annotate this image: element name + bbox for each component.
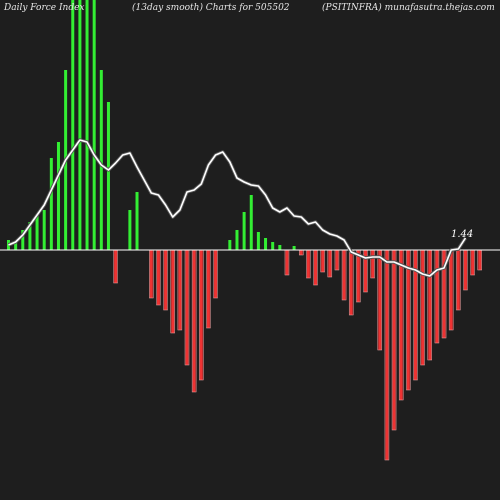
positive-bar: [128, 210, 132, 250]
negative-bar: [328, 250, 332, 277]
negative-bar: [149, 250, 153, 298]
positive-bar: [256, 232, 260, 250]
positive-bar: [106, 102, 110, 250]
negative-bar: [399, 250, 403, 400]
negative-bar: [413, 250, 417, 380]
negative-bar: [306, 250, 310, 278]
positive-bar: [71, 0, 75, 250]
negative-bar: [356, 250, 360, 302]
smooth-line-shadow: [7, 138, 467, 278]
header-middle: (13day smooth) Charts for 505502: [132, 2, 290, 13]
negative-bar: [185, 250, 189, 365]
positive-bar: [56, 142, 60, 250]
positive-bar: [242, 212, 246, 250]
negative-bar: [164, 250, 168, 310]
negative-bar: [214, 250, 218, 298]
negative-bar: [392, 250, 396, 430]
positive-bar: [99, 70, 103, 250]
negative-bar: [378, 250, 382, 350]
negative-bar: [285, 250, 289, 275]
negative-bar: [314, 250, 318, 285]
negative-bar: [442, 250, 446, 338]
positive-bar: [49, 158, 53, 250]
negative-bar: [406, 250, 410, 390]
positive-bar: [92, 0, 96, 250]
negative-bar: [463, 250, 467, 290]
header-right: (PSITINFRA) munafasutra.thejas.com: [322, 2, 495, 13]
negative-bar: [342, 250, 346, 300]
positive-bar: [235, 230, 239, 250]
negative-bar: [349, 250, 353, 315]
negative-bar: [192, 250, 196, 392]
negative-bar: [156, 250, 160, 305]
positive-bar: [135, 192, 139, 250]
bar-series: [7, 0, 482, 461]
negative-bar: [435, 250, 439, 343]
positive-bar: [21, 230, 25, 250]
negative-bar: [206, 250, 210, 328]
positive-bar: [249, 195, 253, 250]
positive-bar: [78, 0, 82, 250]
positive-bar: [35, 215, 39, 250]
positive-bar: [264, 238, 268, 250]
negative-bar: [385, 250, 389, 460]
negative-bar: [335, 250, 339, 270]
smooth-line: [8, 139, 467, 277]
negative-bar: [449, 250, 453, 330]
negative-bar: [421, 250, 425, 365]
negative-bar: [321, 250, 325, 272]
positive-bar: [14, 242, 18, 250]
negative-bar: [471, 250, 475, 275]
negative-bar: [428, 250, 432, 360]
positive-bar: [278, 245, 282, 250]
negative-bar: [371, 250, 375, 278]
negative-bar: [178, 250, 182, 330]
negative-bar: [364, 250, 367, 292]
negative-bar: [478, 250, 482, 270]
positive-bar: [85, 0, 89, 250]
positive-bar: [292, 246, 296, 250]
header-left: Daily Force Index: [3, 3, 85, 13]
negative-bar: [114, 250, 118, 283]
negative-bar: [171, 250, 175, 333]
positive-bar: [228, 240, 232, 250]
positive-bar: [271, 242, 275, 250]
positive-bar: [28, 222, 32, 250]
positive-bar: [42, 210, 46, 250]
negative-bar: [199, 250, 203, 380]
negative-bar: [456, 250, 460, 310]
negative-bar: [299, 250, 303, 255]
last-value-label: 1.44: [451, 229, 473, 240]
